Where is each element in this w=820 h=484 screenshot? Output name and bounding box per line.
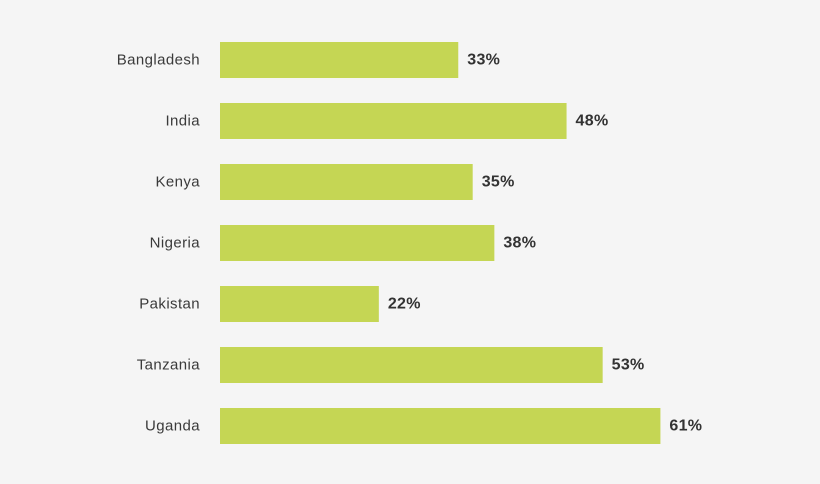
- bar: [220, 347, 603, 383]
- category-label: Kenya: [155, 174, 200, 191]
- value-label: 38%: [503, 235, 536, 252]
- bar: [220, 286, 379, 322]
- category-label: Bangladesh: [117, 52, 200, 69]
- bar: [220, 225, 495, 261]
- bar: [220, 42, 459, 78]
- value-label: 53%: [612, 357, 645, 374]
- value-label: 22%: [388, 296, 421, 313]
- category-label: Pakistan: [139, 296, 200, 313]
- category-label: Tanzania: [137, 357, 201, 374]
- value-label: 33%: [467, 52, 500, 69]
- category-label: India: [165, 113, 200, 130]
- category-label: Uganda: [145, 418, 200, 435]
- bar: [220, 103, 567, 139]
- category-label: Nigeria: [150, 235, 201, 252]
- value-label: 61%: [669, 418, 702, 435]
- value-label: 48%: [576, 113, 609, 130]
- bar: [220, 408, 661, 444]
- bar: [220, 164, 473, 200]
- value-label: 35%: [482, 174, 515, 191]
